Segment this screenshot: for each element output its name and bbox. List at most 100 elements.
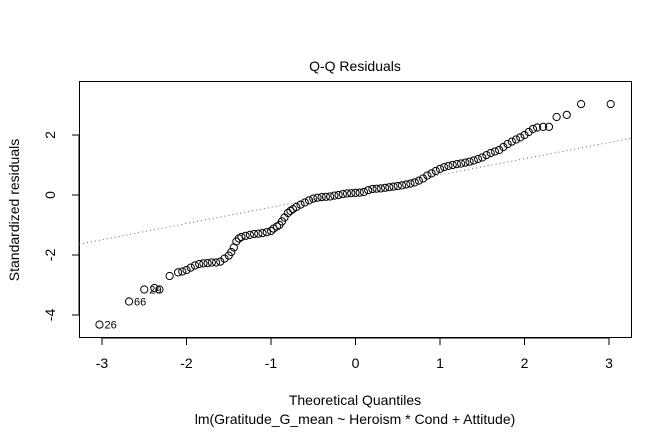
data-point <box>283 208 292 218</box>
data-point <box>338 190 347 199</box>
data-point <box>544 122 554 132</box>
data-point <box>495 145 504 155</box>
data-point <box>359 187 369 197</box>
data-point <box>516 133 525 142</box>
plot-frame <box>79 81 632 338</box>
data-point <box>552 112 561 122</box>
data-point <box>237 232 246 242</box>
data-point <box>178 267 187 276</box>
data-point <box>250 229 259 239</box>
data-point <box>173 268 183 277</box>
data-point <box>478 153 487 162</box>
data-point <box>448 160 457 170</box>
data-point <box>469 156 478 165</box>
data-point <box>368 184 377 194</box>
data-point <box>186 263 195 272</box>
data-point <box>452 160 461 169</box>
chart-title: Q-Q Residuals <box>309 58 401 74</box>
data-point <box>372 184 381 193</box>
data-point <box>520 130 529 140</box>
y-tick-label: -4 <box>42 309 58 322</box>
data-point <box>440 163 449 172</box>
data-point <box>427 169 436 178</box>
data-point <box>465 157 474 166</box>
y-axis-label: Standardized residuals <box>6 139 22 281</box>
data-point <box>562 110 571 120</box>
data-point <box>538 122 548 132</box>
data-point <box>423 171 432 180</box>
data-point <box>490 147 500 156</box>
data-point <box>317 193 326 202</box>
y-tick-label: 0 <box>42 191 58 199</box>
data-point <box>216 257 225 266</box>
point-label: 29 <box>149 285 161 297</box>
data-point <box>309 194 318 203</box>
data-point <box>95 320 104 329</box>
data-point <box>140 285 149 294</box>
data-point <box>342 189 352 198</box>
data-point <box>207 258 216 267</box>
data-point <box>397 181 407 190</box>
data-point <box>499 142 508 152</box>
y-tick-label: 2 <box>42 131 58 139</box>
data-point <box>150 283 159 293</box>
data-point <box>203 259 212 268</box>
data-point <box>402 180 411 189</box>
data-point <box>528 124 538 134</box>
data-point <box>511 135 521 144</box>
data-point <box>364 186 373 195</box>
data-point <box>220 254 229 263</box>
data-point <box>245 230 254 239</box>
data-point <box>524 127 533 137</box>
data-point <box>457 159 466 168</box>
data-point <box>326 192 335 201</box>
data-point <box>606 100 615 109</box>
data-point <box>241 231 250 240</box>
data-point <box>266 226 276 236</box>
data-point <box>355 188 364 197</box>
data-point <box>533 123 542 132</box>
data-point <box>258 229 267 238</box>
x-tick-label: 3 <box>605 355 613 371</box>
data-point <box>380 183 390 192</box>
data-point <box>165 271 174 281</box>
data-point <box>393 181 402 191</box>
x-tick-label: -2 <box>180 355 193 371</box>
data-point <box>124 297 134 306</box>
point-label: 66 <box>134 297 146 309</box>
data-point <box>292 202 301 212</box>
data-point <box>334 190 343 200</box>
data-point <box>351 188 360 197</box>
data-point <box>347 189 356 198</box>
data-point <box>190 261 200 270</box>
x-tick-label: -3 <box>96 355 109 371</box>
data-point <box>473 154 483 164</box>
data-point <box>300 198 309 207</box>
reference-line <box>79 137 632 245</box>
data-point <box>507 137 516 146</box>
data-point <box>410 178 419 187</box>
data-point <box>321 192 331 201</box>
x-tick-label: 0 <box>352 355 360 371</box>
data-point <box>155 285 164 294</box>
data-point <box>482 151 491 160</box>
data-point <box>385 183 394 192</box>
data-point <box>486 148 495 158</box>
data-point <box>227 247 236 257</box>
data-point <box>304 196 314 205</box>
y-tick-label: -2 <box>42 249 58 262</box>
chart-subtitle: lm(Gratitude_G_mean ~ Heroism * Cond + A… <box>195 411 516 427</box>
data-point <box>254 229 263 238</box>
data-point <box>419 174 428 183</box>
x-tick-label: -1 <box>265 355 278 371</box>
x-tick-label: 2 <box>521 355 529 371</box>
data-point <box>461 158 470 167</box>
data-point <box>406 179 415 188</box>
data-point <box>431 166 440 176</box>
data-point <box>211 258 221 267</box>
data-point <box>503 139 512 149</box>
x-tick-label: 1 <box>436 355 444 371</box>
data-point <box>199 259 208 268</box>
data-point <box>313 193 322 202</box>
